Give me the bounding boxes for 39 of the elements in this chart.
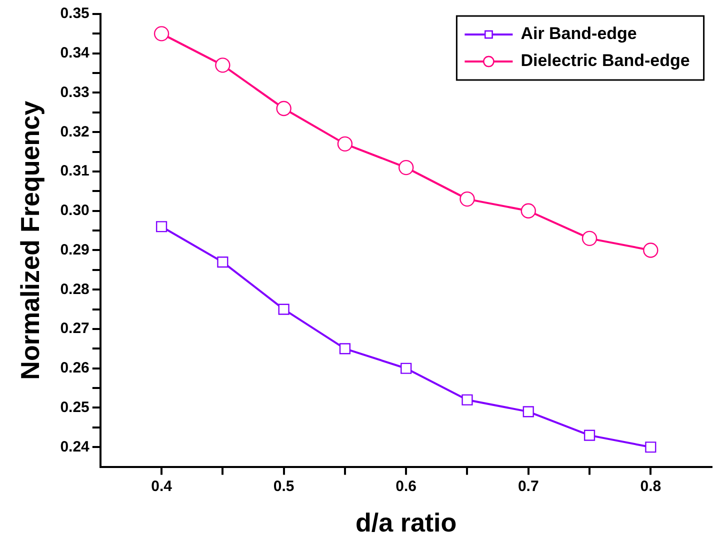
y-tick-label: 0.25 bbox=[60, 398, 90, 416]
y-tick-label: 0.28 bbox=[60, 280, 90, 298]
y-tick-label: 0.30 bbox=[60, 202, 90, 220]
x-tick-label: 0.5 bbox=[273, 478, 294, 495]
point bbox=[217, 256, 228, 268]
y-axis-title: Normalized Frequency bbox=[14, 100, 45, 380]
x-tick-label: 0.8 bbox=[640, 478, 662, 495]
point bbox=[462, 394, 473, 406]
point bbox=[156, 221, 168, 232]
point bbox=[398, 160, 414, 176]
y-tick-label: 0.26 bbox=[60, 360, 90, 377]
point bbox=[154, 26, 170, 42]
point bbox=[460, 191, 475, 207]
y-tick-label: 0.35 bbox=[60, 5, 90, 22]
point bbox=[276, 100, 292, 116]
y-tick-label: 0.33 bbox=[60, 84, 90, 101]
point bbox=[643, 242, 658, 258]
point bbox=[584, 430, 596, 441]
x-axis-title: d/a ratio bbox=[356, 508, 457, 538]
point bbox=[522, 406, 534, 418]
y-tick-label: 0.31 bbox=[60, 162, 90, 180]
legend-label: Air Band-edge bbox=[520, 24, 637, 44]
point bbox=[215, 58, 230, 73]
y-tick-label: 0.24 bbox=[60, 438, 90, 456]
legend-label: Dielectric Band-edge bbox=[520, 51, 690, 70]
point bbox=[520, 203, 536, 218]
point bbox=[337, 136, 353, 152]
y-tick-label: 0.27 bbox=[60, 320, 90, 338]
point bbox=[339, 343, 351, 354]
point bbox=[582, 230, 598, 246]
y-tick-label: 0.29 bbox=[60, 241, 90, 258]
point bbox=[278, 304, 290, 315]
point bbox=[400, 362, 412, 374]
x-tick-label: 0.7 bbox=[518, 478, 539, 495]
y-tick-label: 0.32 bbox=[60, 123, 90, 140]
point bbox=[645, 442, 656, 453]
x-tick-label: 0.6 bbox=[396, 478, 417, 495]
x-tick-label: 0.4 bbox=[151, 478, 173, 495]
y-tick-label: 0.34 bbox=[60, 44, 90, 62]
